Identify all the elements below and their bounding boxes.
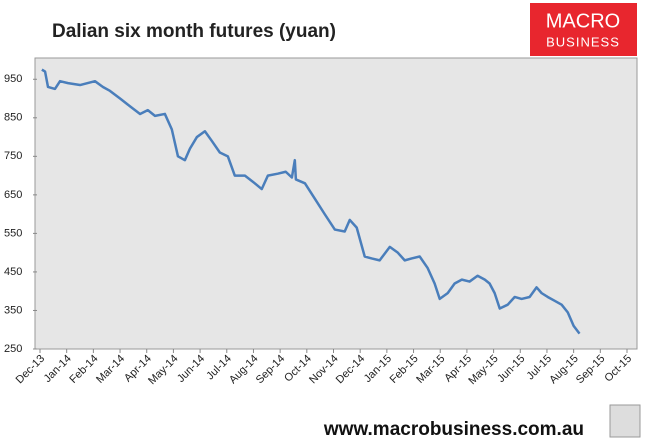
y-tick-label: 350	[4, 304, 22, 316]
x-tick-label: Jun-14	[175, 353, 207, 385]
y-tick-label: 650	[4, 189, 22, 201]
x-tick-label: Sep-14	[254, 353, 288, 387]
y-tick-label: 950	[4, 73, 22, 85]
data-line	[41, 68, 581, 335]
footer-url: www.macrobusiness.com.au	[323, 419, 584, 440]
x-tick-label: Feb-14	[67, 353, 100, 386]
x-tick-label: Dec-13	[14, 353, 48, 387]
x-tick-label: May-15	[466, 353, 500, 387]
y-tick-label: 750	[4, 150, 22, 162]
x-tick-label: Jun-15	[495, 353, 527, 385]
x-tick-label: Dec-14	[334, 353, 368, 387]
y-tick-label: 850	[4, 112, 22, 124]
x-tick-label: Nov-14	[307, 353, 341, 387]
plot-area	[34, 57, 638, 350]
x-tick-label: Mar-14	[94, 353, 127, 386]
y-tick-label: 250	[4, 343, 22, 355]
x-tick-label: Oct-15	[602, 353, 634, 385]
x-tick-label: Mar-15	[414, 353, 447, 386]
x-tick-label: Aug-14	[227, 353, 261, 387]
x-tick-label: Feb-15	[388, 353, 421, 386]
x-tick-label: May-14	[146, 353, 180, 387]
chart-title: Dalian six month futures (yuan)	[52, 21, 336, 42]
brand-line2: BUSINESS	[546, 34, 620, 49]
y-tick-label: 550	[4, 227, 22, 239]
x-tick-label: Sep-15	[574, 353, 608, 387]
x-tick-label: Aug-15	[547, 353, 581, 387]
fox-logo	[609, 404, 641, 438]
brand-logo	[530, 3, 637, 56]
brand-line1: MACRO	[546, 10, 620, 32]
y-tick-label: 450	[4, 266, 22, 278]
